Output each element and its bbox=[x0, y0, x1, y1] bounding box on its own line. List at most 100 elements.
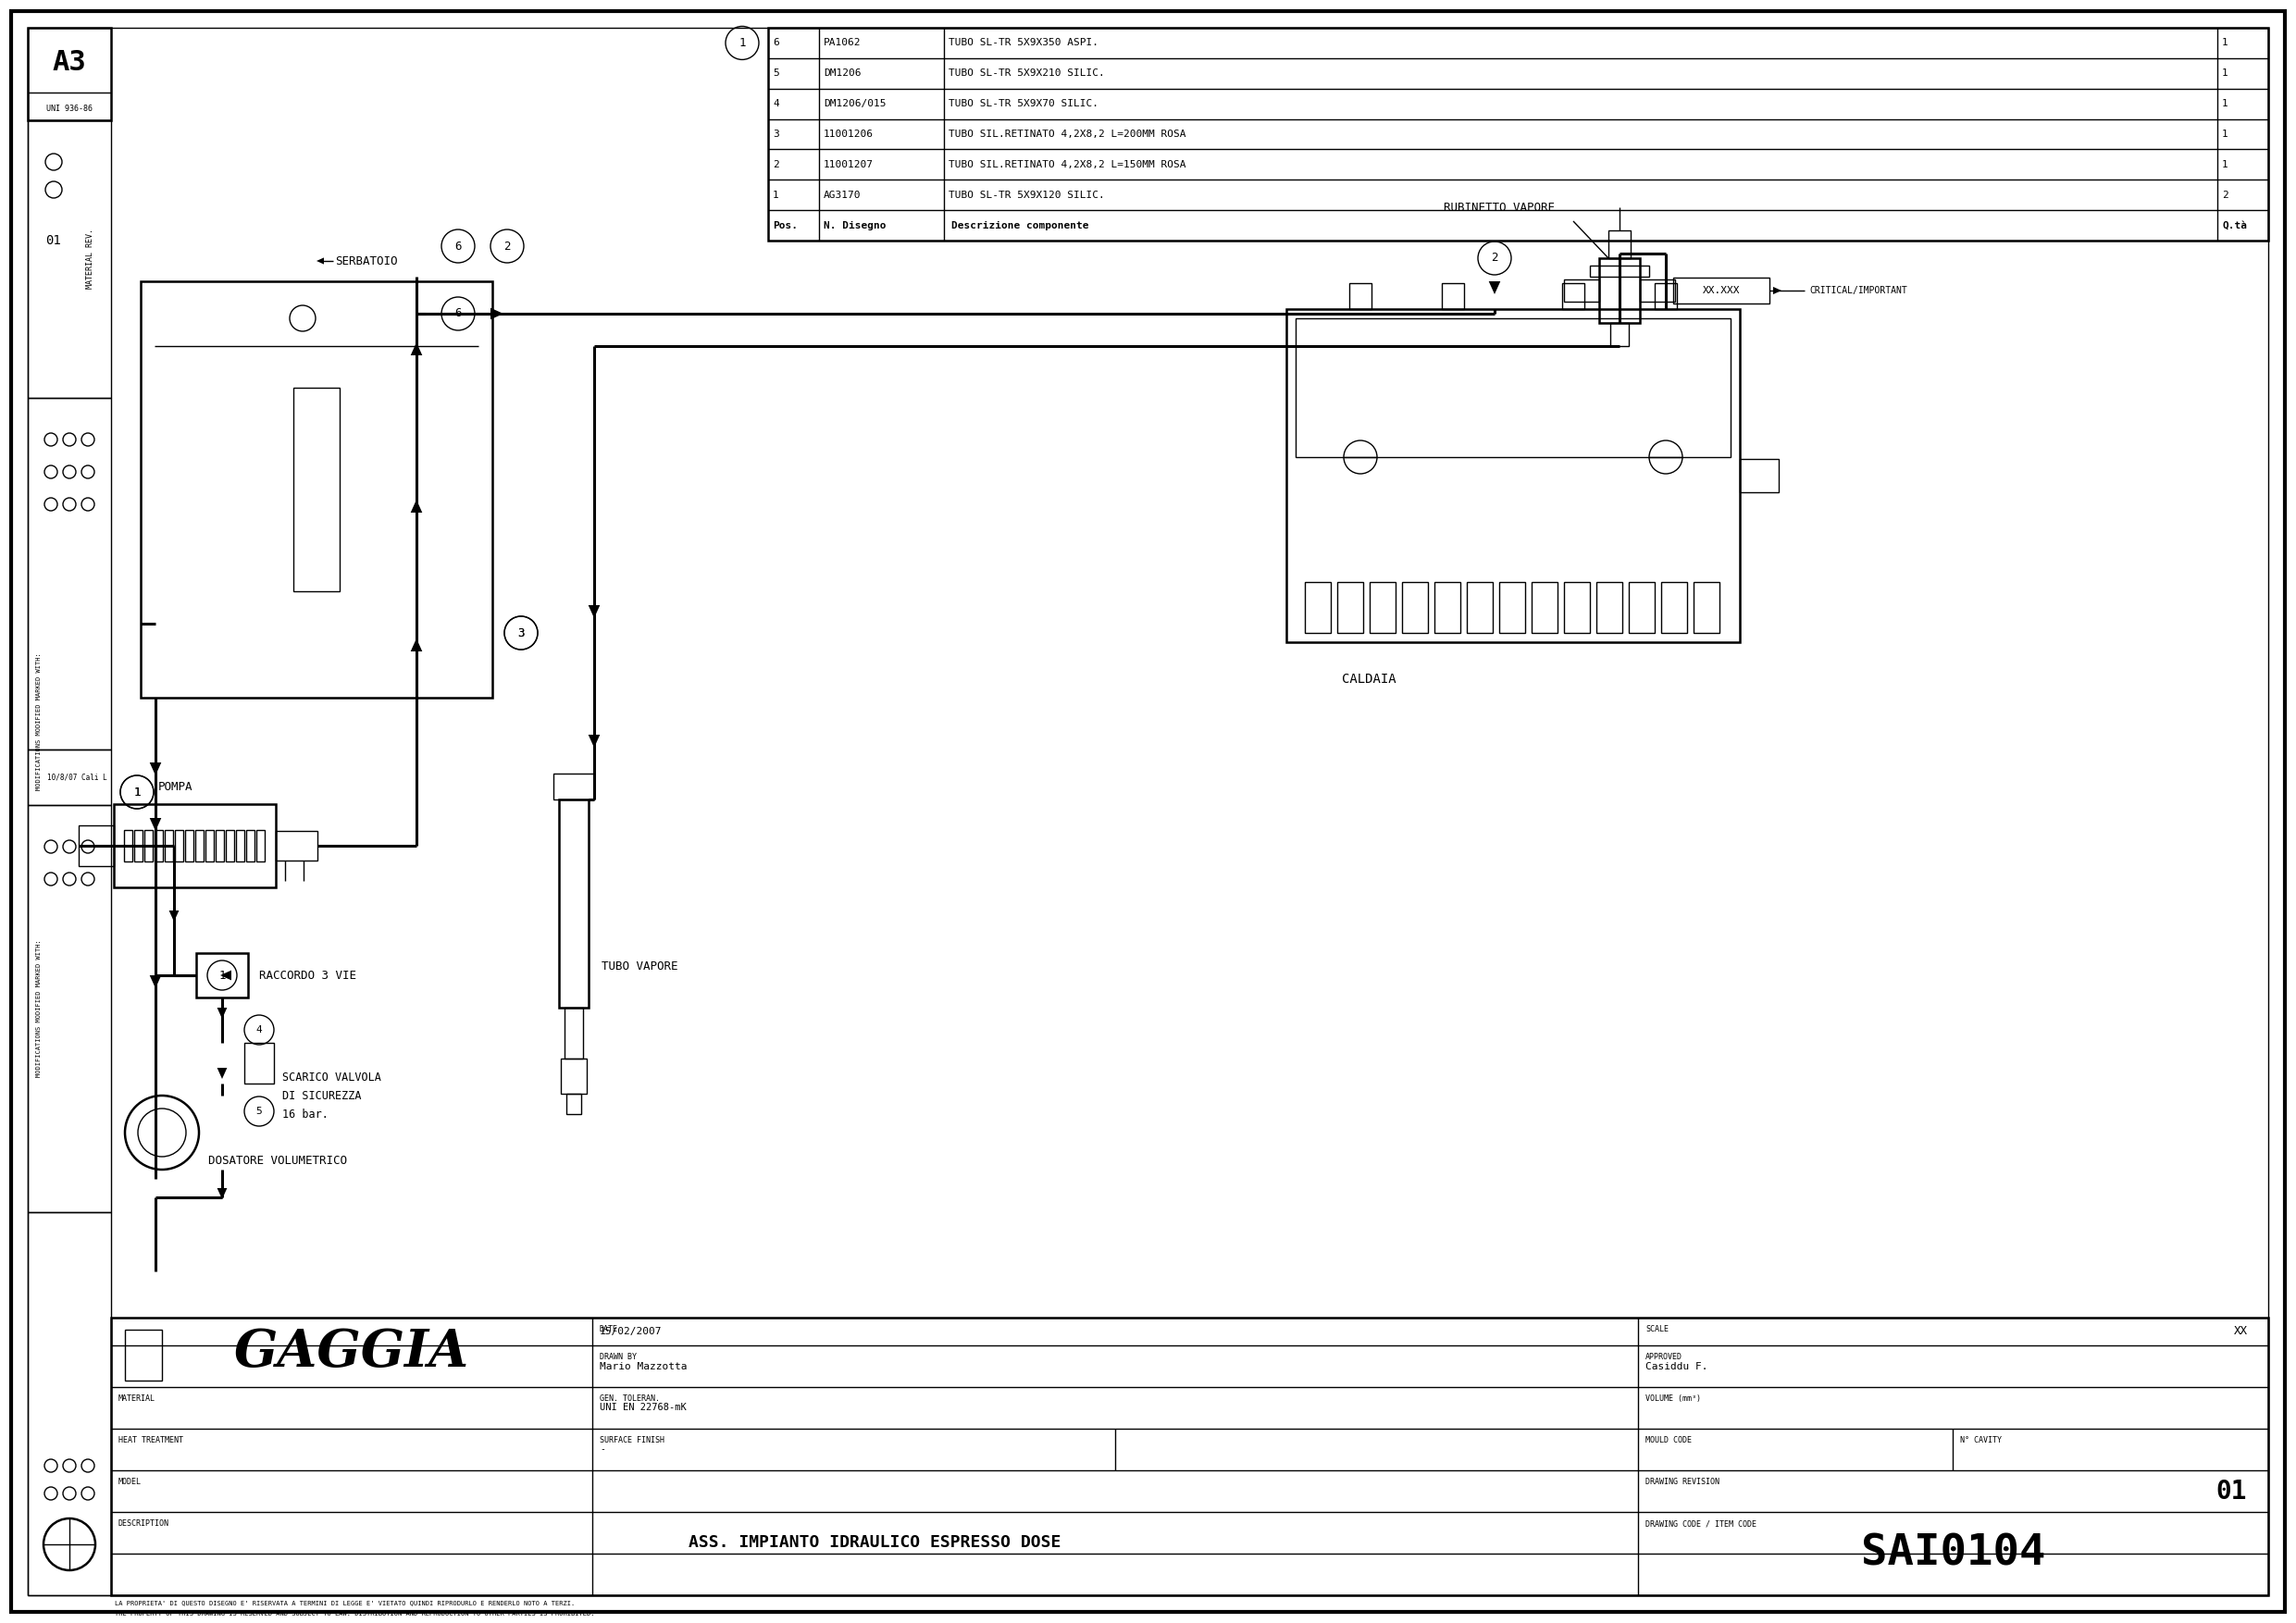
Text: 4: 4 bbox=[774, 99, 778, 109]
Bar bbox=[1467, 583, 1492, 633]
Text: UNI 936-86: UNI 936-86 bbox=[46, 105, 92, 114]
Text: GEN. TOLERAN.: GEN. TOLERAN. bbox=[599, 1394, 659, 1402]
Bar bbox=[28, 120, 110, 398]
Text: MATERIAL REV.: MATERIAL REV. bbox=[85, 229, 94, 289]
Text: 11001207: 11001207 bbox=[824, 161, 872, 169]
Bar bbox=[246, 829, 255, 862]
Text: N° CAVITY: N° CAVITY bbox=[1961, 1436, 2002, 1444]
Polygon shape bbox=[218, 1188, 227, 1199]
Bar bbox=[28, 398, 110, 750]
Polygon shape bbox=[220, 971, 232, 980]
Bar bbox=[1639, 279, 1676, 302]
Bar bbox=[195, 953, 248, 998]
Bar bbox=[1609, 230, 1630, 258]
Text: TUBO SL-TR 5X9X70 SILIC.: TUBO SL-TR 5X9X70 SILIC. bbox=[948, 99, 1097, 109]
Bar bbox=[1561, 282, 1584, 308]
Text: MODEL: MODEL bbox=[119, 1477, 142, 1487]
Text: SCALE: SCALE bbox=[1646, 1324, 1669, 1334]
Text: PA1062: PA1062 bbox=[824, 39, 861, 47]
Text: DRAWING CODE / ITEM CODE: DRAWING CODE / ITEM CODE bbox=[1646, 1519, 1756, 1527]
Text: 11001206: 11001206 bbox=[824, 130, 872, 140]
Text: MODIFICATIONS MODIFIED MARKED WITH:: MODIFICATIONS MODIFIED MARKED WITH: bbox=[37, 652, 41, 790]
Text: DI SICUREZZA: DI SICUREZZA bbox=[282, 1089, 360, 1102]
Text: 1: 1 bbox=[2223, 130, 2227, 140]
Bar bbox=[195, 829, 204, 862]
Bar bbox=[1598, 258, 1639, 323]
Text: XX.XXX: XX.XXX bbox=[1704, 286, 1740, 295]
Text: 1: 1 bbox=[2223, 39, 2227, 47]
Bar bbox=[553, 774, 595, 800]
Text: Descrizione componente: Descrizione componente bbox=[951, 221, 1088, 230]
Bar bbox=[1564, 279, 1598, 302]
Bar bbox=[28, 28, 110, 120]
Text: GAGGIA: GAGGIA bbox=[234, 1328, 468, 1378]
Text: SAI0104: SAI0104 bbox=[1860, 1532, 2046, 1574]
Polygon shape bbox=[149, 763, 161, 776]
Bar bbox=[1371, 583, 1396, 633]
Bar bbox=[243, 1044, 273, 1084]
Text: 1: 1 bbox=[739, 37, 746, 49]
Text: -: - bbox=[599, 1444, 606, 1454]
Text: 6: 6 bbox=[774, 39, 778, 47]
Text: DESCRIPTION: DESCRIPTION bbox=[119, 1519, 170, 1527]
Text: TUBO SL-TR 5X9X210 SILIC.: TUBO SL-TR 5X9X210 SILIC. bbox=[948, 68, 1104, 78]
Text: Q.tà: Q.tà bbox=[2223, 221, 2248, 230]
Polygon shape bbox=[149, 975, 161, 988]
Bar bbox=[1628, 583, 1655, 633]
Text: 1: 1 bbox=[133, 786, 140, 799]
Text: CALDAIA: CALDAIA bbox=[1341, 672, 1396, 685]
Text: MODIFICATIONS MODIFIED MARKED WITH:: MODIFICATIONS MODIFIED MARKED WITH: bbox=[37, 940, 41, 1078]
Text: 2: 2 bbox=[774, 161, 778, 169]
Bar bbox=[1442, 282, 1465, 308]
Text: DM1206: DM1206 bbox=[824, 68, 861, 78]
Text: THE PROPERTY OF THIS DRAWING IS RESERVED AND SUBJECT TO LAW. DISTRIBUTION AND RE: THE PROPERTY OF THIS DRAWING IS RESERVED… bbox=[115, 1612, 595, 1617]
Bar bbox=[1740, 459, 1779, 492]
Text: LA PROPRIETA' DI QUESTO DISEGNO E' RISERVATA A TERMINI DI LEGGE E' VIETATO QUIND: LA PROPRIETA' DI QUESTO DISEGNO E' RISER… bbox=[115, 1600, 574, 1605]
Polygon shape bbox=[588, 605, 599, 618]
Polygon shape bbox=[1773, 287, 1782, 294]
Text: TUBO SIL.RETINATO 4,2X8,2 L=150MM ROSA: TUBO SIL.RETINATO 4,2X8,2 L=150MM ROSA bbox=[948, 161, 1187, 169]
Bar bbox=[257, 829, 264, 862]
Bar bbox=[1694, 583, 1720, 633]
Text: Pos.: Pos. bbox=[774, 221, 797, 230]
Text: ASS. IMPIANTO IDRAULICO ESPRESSO DOSE: ASS. IMPIANTO IDRAULICO ESPRESSO DOSE bbox=[689, 1534, 1061, 1552]
Text: RUBINETTO VAPORE: RUBINETTO VAPORE bbox=[1444, 201, 1554, 213]
Text: HEAT TREATMENT: HEAT TREATMENT bbox=[119, 1436, 184, 1444]
Bar bbox=[236, 829, 243, 862]
Bar bbox=[165, 829, 172, 862]
Bar bbox=[145, 829, 154, 862]
Bar bbox=[1655, 282, 1676, 308]
Text: 16 bar.: 16 bar. bbox=[282, 1109, 328, 1120]
Bar bbox=[216, 829, 225, 862]
Text: SURFACE FINISH: SURFACE FINISH bbox=[599, 1436, 664, 1444]
Text: 3: 3 bbox=[774, 130, 778, 140]
Bar bbox=[78, 826, 113, 867]
Text: VOLUME (mm³): VOLUME (mm³) bbox=[1646, 1394, 1701, 1402]
Text: 01: 01 bbox=[46, 234, 60, 247]
Text: 5: 5 bbox=[255, 1107, 262, 1117]
Bar bbox=[558, 800, 588, 1008]
Bar bbox=[140, 281, 491, 698]
Text: DM1206/015: DM1206/015 bbox=[824, 99, 886, 109]
Text: DATE: DATE bbox=[599, 1324, 618, 1334]
Bar bbox=[276, 831, 317, 860]
Bar bbox=[133, 829, 142, 862]
Bar bbox=[1350, 282, 1371, 308]
Bar bbox=[204, 829, 214, 862]
Text: 3: 3 bbox=[517, 626, 523, 639]
Bar bbox=[565, 1008, 583, 1058]
Text: 6: 6 bbox=[455, 308, 461, 320]
Text: DOSATORE VOLUMETRICO: DOSATORE VOLUMETRICO bbox=[209, 1154, 347, 1167]
Text: 1: 1 bbox=[2223, 68, 2227, 78]
Text: MOULD CODE: MOULD CODE bbox=[1646, 1436, 1692, 1444]
Text: TUBO SL-TR 5X9X120 SILIC.: TUBO SL-TR 5X9X120 SILIC. bbox=[948, 190, 1104, 200]
Text: CRITICAL/IMPORTANT: CRITICAL/IMPORTANT bbox=[1809, 286, 1908, 295]
Bar bbox=[28, 1212, 110, 1595]
Bar bbox=[110, 1318, 2268, 1595]
Text: AG3170: AG3170 bbox=[824, 190, 861, 200]
Text: 6: 6 bbox=[455, 240, 461, 252]
Text: 2: 2 bbox=[1490, 252, 1497, 265]
Polygon shape bbox=[218, 1068, 227, 1079]
Text: POMPA: POMPA bbox=[158, 781, 193, 794]
Text: TUBO SIL.RETINATO 4,2X8,2 L=200MM ROSA: TUBO SIL.RETINATO 4,2X8,2 L=200MM ROSA bbox=[948, 130, 1187, 140]
